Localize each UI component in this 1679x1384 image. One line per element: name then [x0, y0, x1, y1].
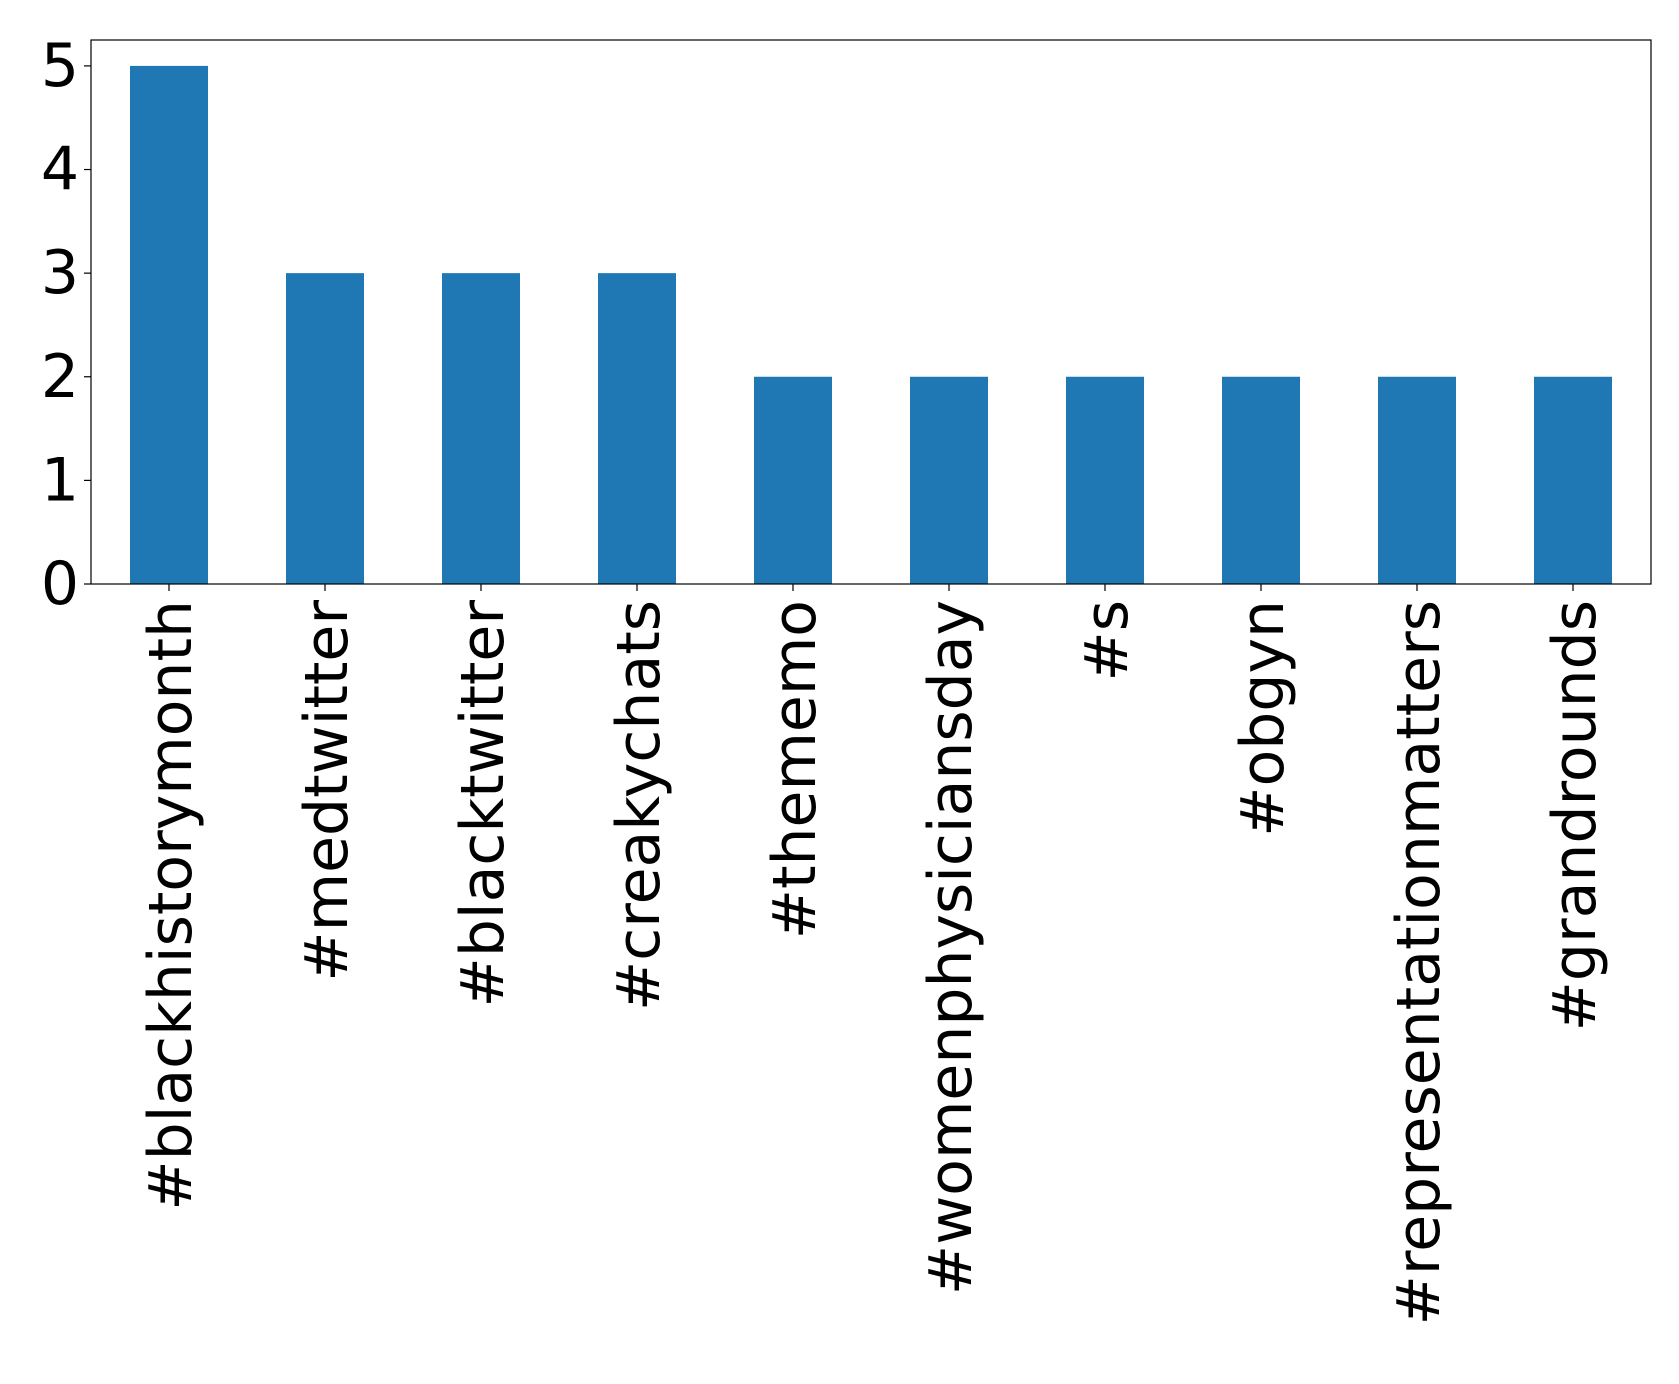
x-tick-label: #blackhistorymonth [136, 600, 206, 1211]
bar-medtwitter [286, 273, 364, 584]
bar-womenphysiciansday [910, 376, 988, 584]
bar-obgyn [1222, 376, 1300, 584]
y-axis: 0 1 2 3 4 5 [41, 31, 91, 619]
y-tick-label: 1 [41, 445, 79, 515]
bar-thememo [754, 376, 832, 584]
bar-creakychats [598, 273, 676, 584]
x-tick-label: #creakychats [604, 600, 674, 1011]
x-tick-label: #representationmatters [1384, 600, 1454, 1325]
bar-s [1066, 376, 1144, 584]
x-tick-label: #s [1072, 600, 1142, 682]
x-tick-label: #thememo [760, 600, 830, 939]
x-tick-label: #obgyn [1228, 600, 1298, 837]
y-tick-label: 4 [41, 135, 79, 205]
bar-grandrounds [1534, 376, 1612, 584]
x-tick-label: #blacktwitter [448, 600, 518, 1008]
x-tick-label: #womenphysiciansday [916, 600, 986, 1295]
bars-group [130, 65, 1612, 584]
x-axis: #blackhistorymonth #medtwitter #blacktwitt… [136, 584, 1610, 1325]
bar-representationmatters [1378, 376, 1456, 584]
x-tick-label: #grandrounds [1540, 600, 1610, 1031]
bar-blacktwitter [442, 273, 520, 584]
y-tick-label: 3 [41, 238, 79, 308]
y-tick-label: 2 [41, 342, 79, 412]
y-tick-label: 5 [41, 31, 79, 101]
plot-frame [90, 39, 1652, 585]
y-tick-label: 0 [41, 549, 79, 619]
x-tick-label: #medtwitter [292, 600, 362, 982]
bar-blackhistorymonth [130, 65, 208, 584]
